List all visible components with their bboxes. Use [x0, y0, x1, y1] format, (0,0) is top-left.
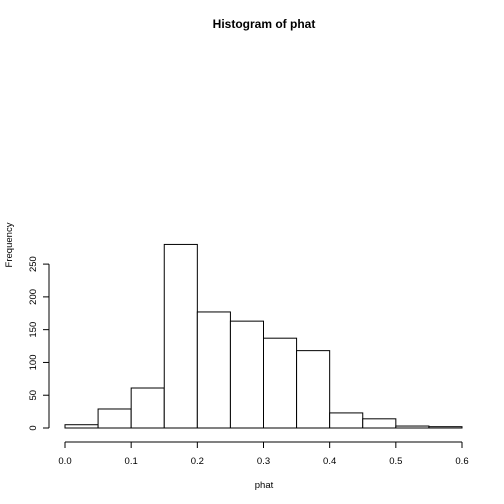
x-tick-label: 0.4 [323, 456, 336, 467]
histogram-bar [362, 418, 397, 429]
y-tick-label: 50 [28, 390, 39, 401]
histogram-bar [263, 337, 298, 429]
histogram-bar [329, 412, 364, 429]
x-axis-label: phat [255, 480, 274, 491]
y-tick-label: 150 [28, 322, 39, 338]
histogram-bar [64, 424, 99, 429]
x-tick-label: 0.0 [58, 456, 71, 467]
histogram-bar [196, 311, 231, 429]
x-tick-label: 0.6 [455, 456, 468, 467]
y-tick-label: 200 [28, 289, 39, 305]
chart-title: Histogram of phat [213, 17, 316, 31]
x-tick-label: 0.1 [125, 456, 138, 467]
y-axis-label: Frequency [4, 222, 15, 267]
histogram-bar [163, 243, 198, 429]
x-tick-label: 0.5 [389, 456, 402, 467]
histogram-bar [130, 387, 165, 429]
y-tick-label: 0 [28, 425, 39, 430]
histogram-bar [296, 350, 331, 429]
histogram-bar [229, 320, 265, 429]
y-tick-label: 100 [28, 355, 39, 371]
x-axis: 0.0 0.1 0.2 0.3 0.4 0.5 0.6 [58, 441, 469, 467]
histogram-bar [97, 408, 132, 429]
x-tick-label: 0.2 [191, 456, 204, 467]
y-tick-label: 250 [28, 256, 39, 272]
x-tick-label: 0.3 [257, 456, 270, 467]
histogram-bar [395, 425, 430, 429]
histogram-bar [428, 426, 463, 429]
y-axis: 0 50 100 150 200 250 [28, 256, 50, 431]
bars-group [64, 243, 463, 429]
